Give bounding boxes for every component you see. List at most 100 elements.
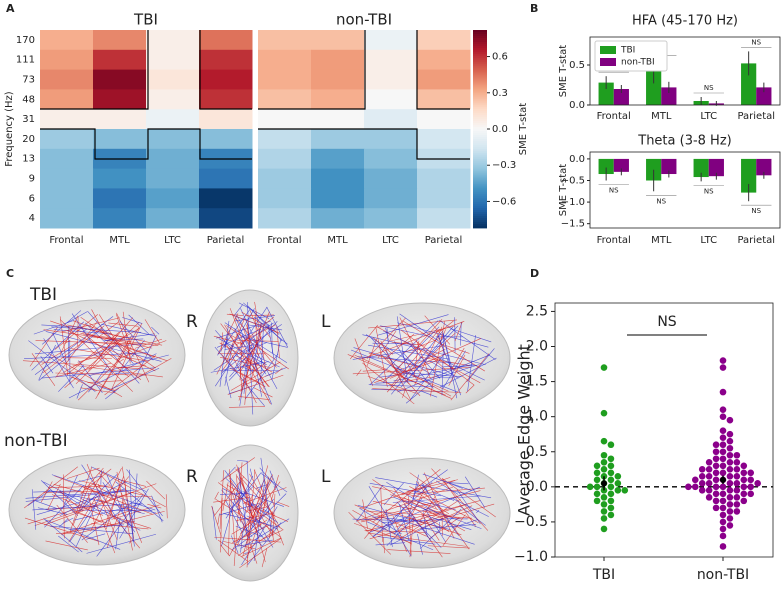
connection-line (97, 321, 119, 339)
x-tick-label: LTC (700, 111, 717, 122)
data-point (614, 487, 622, 494)
connection-line (398, 498, 461, 540)
data-point (733, 473, 741, 480)
connection-line (362, 321, 465, 360)
heatmap-cell (258, 148, 312, 170)
colorbar-segment (473, 146, 487, 150)
connection-line (64, 343, 116, 389)
connection-line (54, 314, 99, 350)
data-point (586, 483, 594, 491)
connection-line (442, 514, 466, 546)
connection-line (235, 474, 242, 523)
connection-line (364, 514, 386, 539)
connection-line (231, 335, 236, 338)
connection-line (45, 331, 162, 362)
connection-line (262, 326, 272, 339)
connection-line (428, 509, 482, 529)
colorbar-segment (473, 59, 487, 63)
data-point (593, 497, 601, 505)
connection-line (248, 323, 262, 370)
connection-line (221, 489, 267, 542)
connection-line (400, 326, 454, 388)
connection-line (43, 518, 83, 553)
y-tick-label: 0.0 (526, 479, 548, 495)
hemisphere-label: R (186, 467, 198, 487)
data-point (691, 483, 699, 491)
connection-line (214, 491, 219, 500)
y-tick-label: 6 (29, 193, 35, 204)
heatmap-cell (417, 168, 471, 189)
data-point (600, 458, 608, 466)
connection-line (237, 460, 248, 462)
connection-line (96, 499, 141, 513)
y-tick-label: 48 (22, 94, 35, 105)
connection-line (69, 503, 97, 542)
connection-line (86, 533, 157, 554)
colorbar-segment (473, 67, 487, 70)
bar (741, 158, 757, 193)
connection-line (399, 313, 440, 342)
connection-line (77, 354, 103, 363)
colorbar-segment (473, 125, 487, 128)
axes-frame (589, 151, 781, 229)
data-point (607, 462, 615, 470)
connection-line (22, 360, 140, 369)
connection-line (239, 537, 282, 569)
y-tick-label: 2.0 (526, 339, 548, 355)
legend-label: TBI (620, 46, 635, 56)
connection-line (392, 495, 481, 503)
connection-line (403, 497, 466, 532)
connection-line (375, 542, 405, 546)
connection-line (368, 352, 419, 368)
connection-line (253, 469, 284, 546)
connection-line (37, 507, 68, 515)
colorbar-segment (473, 79, 487, 82)
connection-line (240, 481, 281, 534)
connection-line (53, 484, 86, 494)
data-point (726, 522, 734, 529)
connection-line (406, 487, 485, 495)
connection-line (422, 473, 472, 491)
connection-line (448, 482, 469, 485)
connection-line (212, 506, 217, 540)
connection-line (397, 322, 489, 348)
colorbar-segment (473, 150, 487, 154)
colorbar-segment (473, 138, 487, 142)
connection-line (375, 380, 426, 384)
chart-title: Theta (3-8 Hz) (637, 134, 731, 149)
connection-line (96, 469, 166, 508)
colorbar-segment (473, 81, 487, 84)
connection-line (80, 387, 116, 394)
connection-line (101, 323, 156, 337)
data-point (705, 465, 713, 473)
data-point (607, 483, 615, 491)
data-point (733, 487, 741, 494)
connection-line (424, 515, 472, 530)
colorbar-segment (473, 208, 487, 211)
connection-line (63, 474, 65, 539)
heatmap-cell (311, 208, 365, 229)
heatmap-cell (364, 30, 418, 51)
connection-line (71, 313, 114, 375)
heatmap-cell (417, 129, 471, 150)
data-point (740, 490, 748, 498)
connection-line (235, 316, 273, 405)
connection-line (214, 536, 282, 543)
heatmap-cell (364, 89, 418, 110)
connection-line (264, 479, 275, 508)
significance-outline (258, 30, 470, 160)
panel-label: D (530, 267, 539, 280)
bar (598, 158, 614, 175)
heatmap-cell (199, 89, 253, 110)
data-point (726, 458, 734, 466)
heatmap-cell (311, 129, 365, 150)
data-point (600, 437, 608, 445)
y-axis-label: SME T-stat (558, 164, 569, 217)
data-point (740, 462, 748, 470)
x-tick-label: MTL (327, 235, 348, 246)
data-point (607, 497, 615, 505)
data-point (607, 441, 615, 449)
data-point (600, 508, 608, 515)
connection-line (466, 348, 495, 383)
connection-line (382, 519, 445, 523)
